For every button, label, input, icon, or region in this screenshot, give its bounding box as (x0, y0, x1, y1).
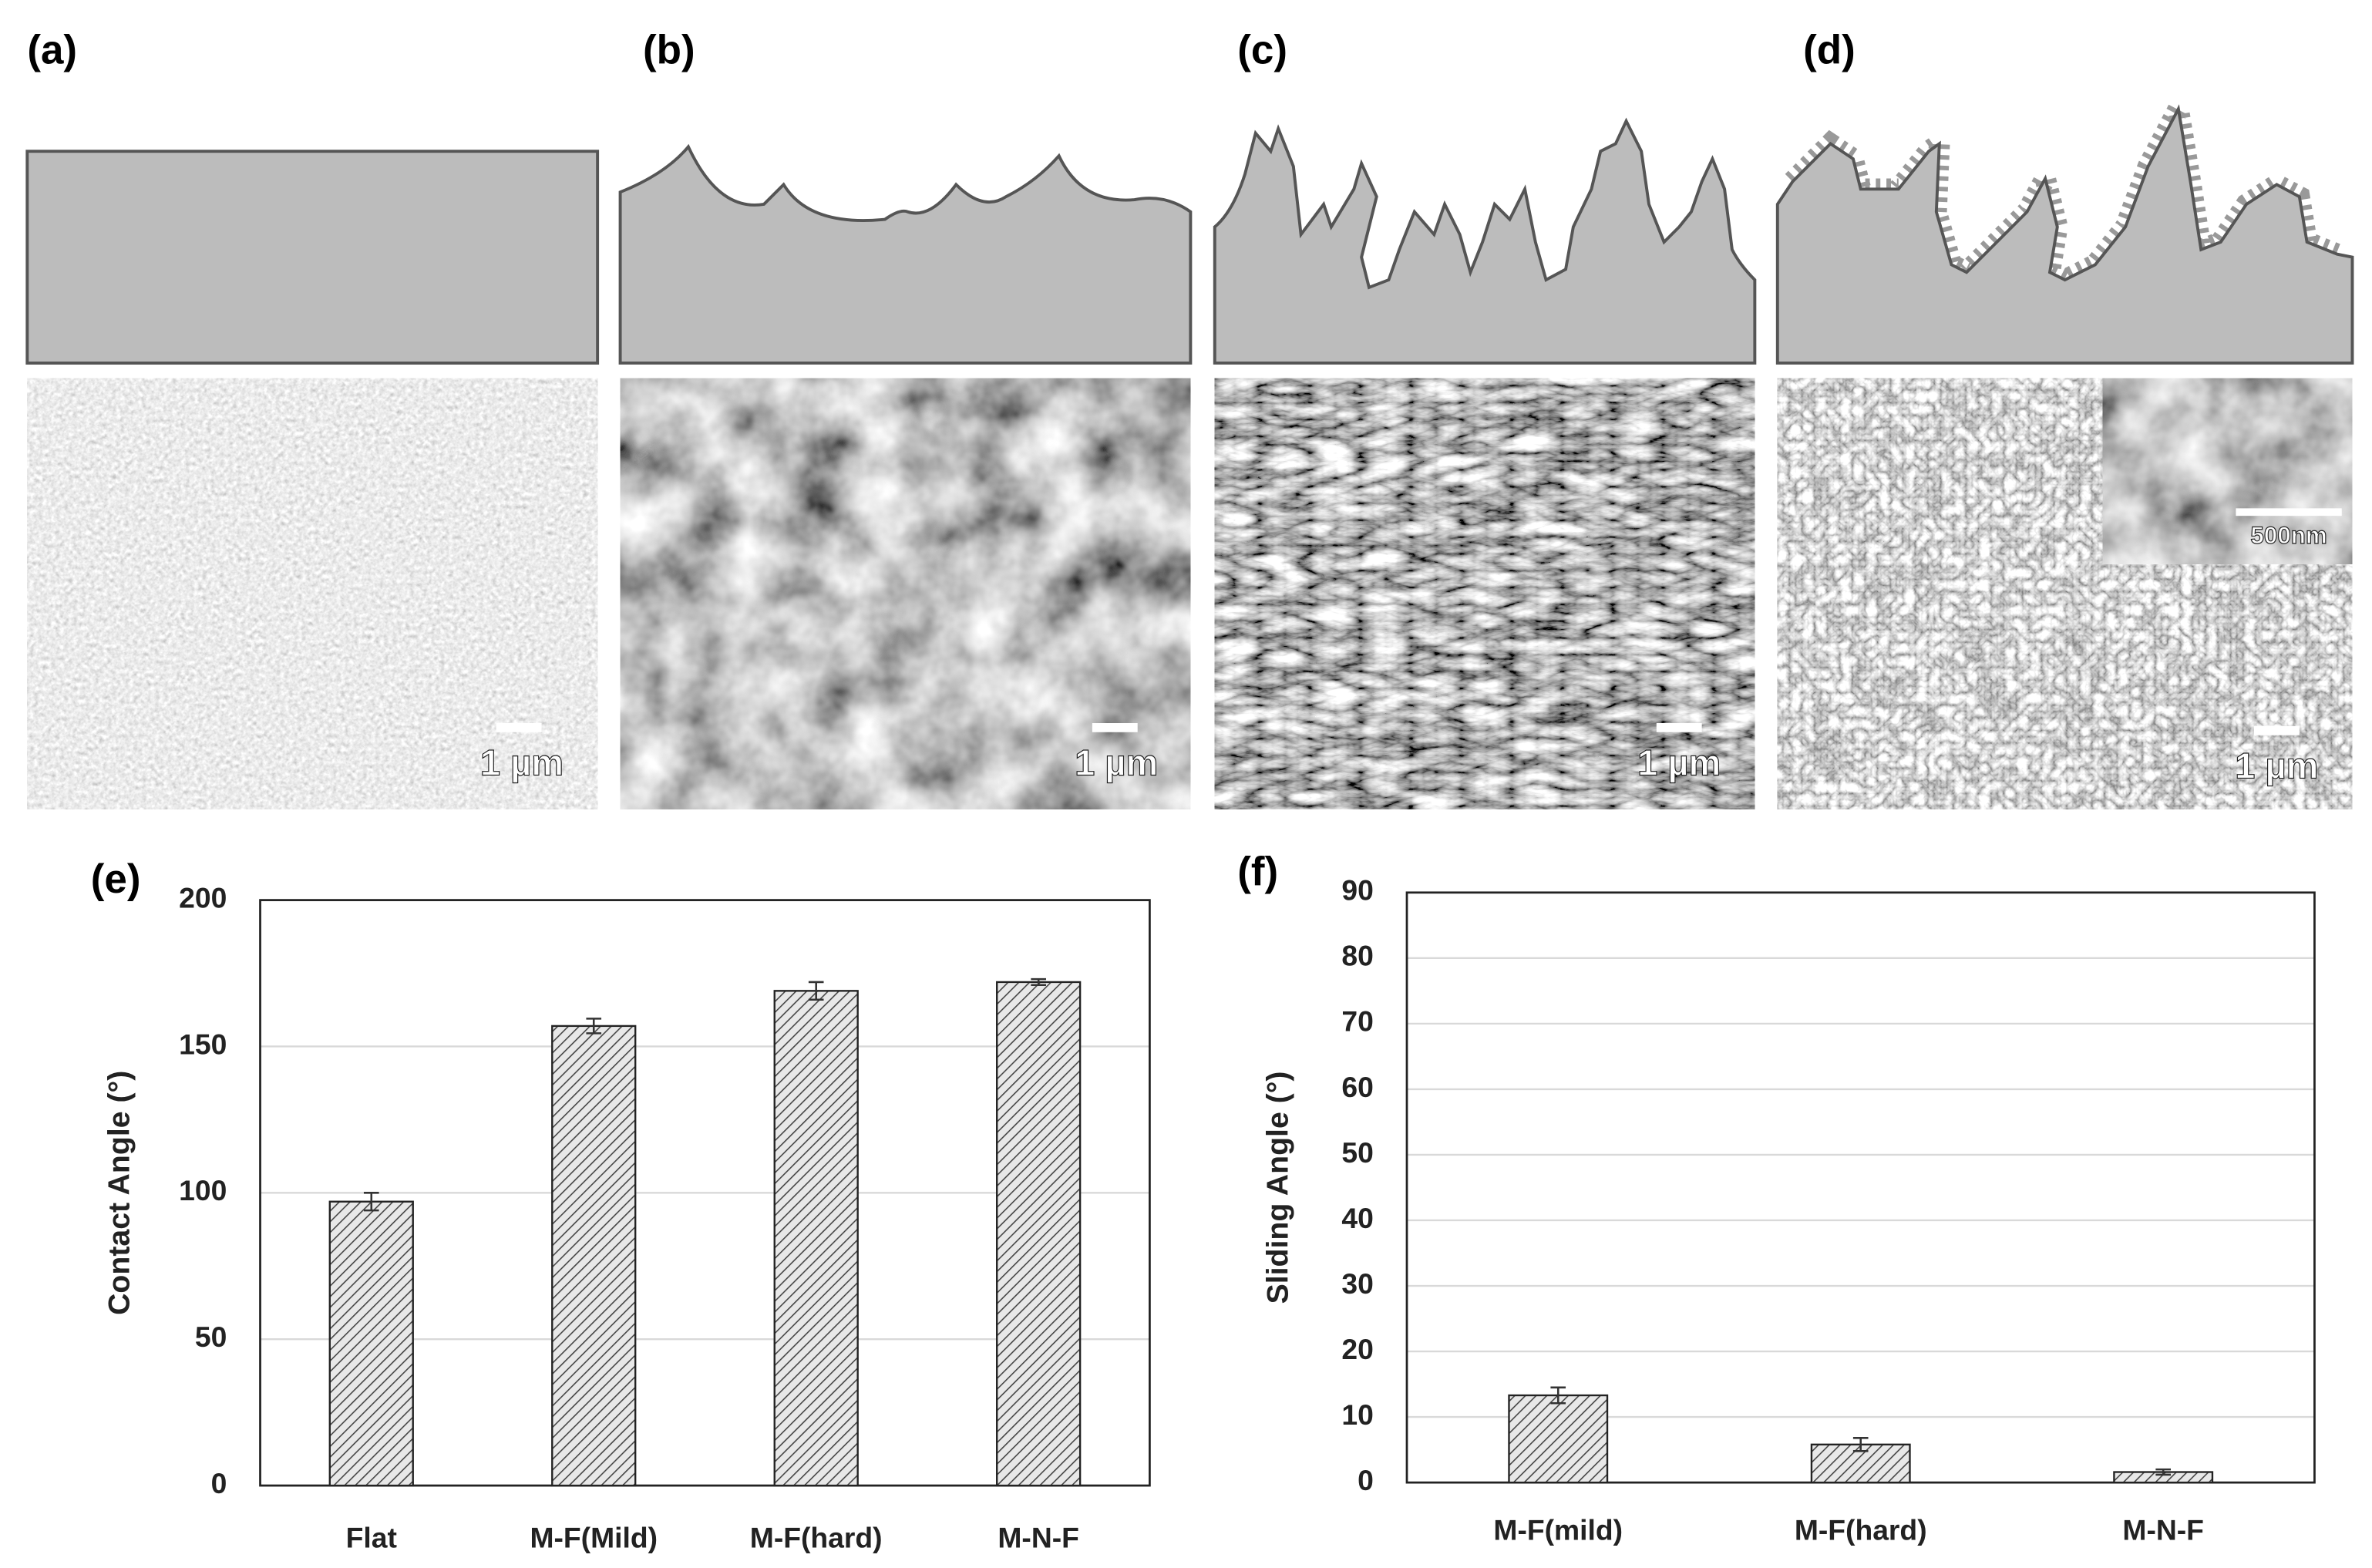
scale-bar (496, 723, 542, 732)
bar (551, 1025, 637, 1487)
x-tick-label: M-N-F (998, 1522, 1079, 1554)
error-bar (808, 981, 824, 1001)
y-tick-label: 0 (1358, 1464, 1374, 1496)
scale-label: 1 µm (480, 742, 564, 782)
bar (1508, 1394, 1609, 1484)
panel-label: (c) (1237, 28, 1287, 73)
y-tick-label: 0 (211, 1467, 227, 1499)
panel-label: (b) (643, 28, 695, 73)
bar (996, 981, 1082, 1487)
scale-bar (2236, 508, 2342, 516)
x-tick-label: Flat (346, 1522, 397, 1554)
scale-bar (1656, 723, 1702, 732)
panel-label: (e) (91, 856, 141, 902)
error-bar (363, 1192, 379, 1212)
scale-label: 1 µm (1075, 742, 1158, 782)
panel-label: (d) (1803, 28, 1856, 73)
sem-image (27, 378, 598, 809)
scale-label: 1 µm (2235, 745, 2318, 786)
plot-frame (259, 899, 1151, 1487)
x-tick-label: M-F(mild) (1493, 1514, 1623, 1546)
scale-label: 1 µm (1637, 742, 1721, 782)
y-tick-label: 20 (1341, 1333, 1373, 1365)
scale-label: 500nm (2250, 522, 2327, 549)
scale-bar (1092, 723, 1138, 732)
x-tick-label: M-F(hard) (750, 1522, 883, 1554)
sem-inset (2101, 376, 2354, 566)
error-bar (1852, 1437, 1869, 1452)
y-axis-label: Contact Angle (°) (102, 1071, 136, 1315)
scale-bar (2253, 725, 2300, 735)
y-tick-label: 100 (179, 1174, 227, 1206)
error-bar (1550, 1386, 1566, 1405)
y-tick-label: 40 (1341, 1202, 1373, 1234)
y-tick-label: 200 (179, 881, 227, 914)
error-bar (586, 1018, 602, 1035)
schematic-flat (25, 150, 600, 365)
y-tick-label: 10 (1341, 1398, 1373, 1431)
sem-image (1214, 378, 1755, 809)
plot-frame (1405, 891, 2316, 1484)
y-tick-label: 90 (1341, 874, 1373, 907)
schematic-micro (618, 143, 1193, 365)
error-bar (2155, 1468, 2172, 1476)
bar (773, 990, 859, 1487)
y-tick-label: 50 (1341, 1136, 1373, 1169)
x-tick-label: M-F(Mild) (530, 1522, 658, 1554)
y-tick-label: 60 (1341, 1071, 1373, 1103)
y-tick-label: 50 (195, 1321, 227, 1353)
y-tick-label: 30 (1341, 1267, 1373, 1300)
y-axis-label: Sliding Angle (°) (1261, 1072, 1295, 1304)
x-tick-label: M-N-F (2122, 1514, 2204, 1546)
y-tick-label: 70 (1341, 1005, 1373, 1038)
panel-label: (a) (27, 28, 77, 73)
schematic-rough (1213, 117, 1757, 365)
x-tick-label: M-F(hard) (1795, 1514, 1927, 1546)
schematic-nano (1775, 104, 2354, 365)
bar (328, 1200, 414, 1487)
sem-image (620, 378, 1191, 809)
panel-label: (f) (1237, 849, 1278, 894)
y-tick-label: 150 (179, 1028, 227, 1060)
error-bar (1031, 977, 1046, 987)
y-tick-label: 80 (1341, 940, 1373, 972)
